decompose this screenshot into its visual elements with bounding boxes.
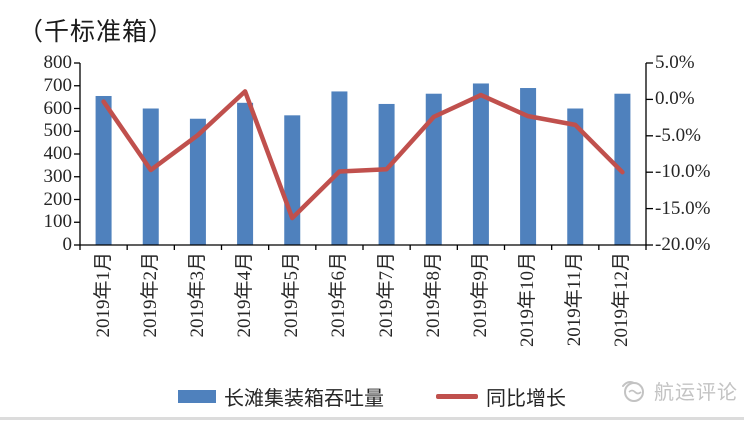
right-tick-label: -10.0%	[655, 161, 711, 183]
x-axis-label: 2019年4月	[234, 252, 256, 338]
x-axis-label: 2019年10月	[517, 252, 539, 348]
bottom-divider-line	[0, 417, 744, 420]
bar-2019年4月	[237, 102, 254, 245]
legend-item-throughput: 长滩集装箱吞吐量	[178, 382, 384, 411]
left-tick-label: 300	[43, 165, 73, 187]
right-tick-label: 5.0%	[655, 52, 695, 73]
bar-series-swatch	[178, 390, 216, 403]
x-axis-label: 2019年1月	[92, 252, 114, 338]
chart-unit-title: （千标准箱）	[18, 19, 175, 46]
left-tick-label: 0	[62, 234, 73, 255]
x-axis-label: 2019年9月	[469, 252, 491, 338]
x-axis-label: 2019年5月	[281, 252, 303, 338]
right-tick-label: -15.0%	[655, 197, 711, 219]
yoy-growth-line	[101, 89, 625, 221]
bar-2019年3月	[189, 118, 206, 245]
legend-label-yoy: 同比增长	[486, 388, 566, 410]
left-tick-label: 100	[43, 211, 73, 233]
bar-2019年11月	[567, 108, 584, 245]
line-series-swatch	[436, 394, 478, 399]
right-tick-label: 0.0%	[655, 88, 695, 110]
right-tick-label: -20.0%	[655, 234, 711, 255]
legend-label-throughput: 长滩集装箱吞吐量	[224, 388, 384, 410]
bar-2019年2月	[142, 108, 159, 245]
bar-2019年5月	[284, 115, 301, 245]
left-tick-label: 200	[43, 188, 73, 210]
x-axis-label: 2019年7月	[375, 252, 397, 338]
x-axis-label: 2019年2月	[139, 252, 161, 338]
x-axis-label: 2019年8月	[422, 252, 444, 338]
x-axis-label: 2019年6月	[328, 252, 350, 338]
right-tick-label: -5.0%	[655, 124, 701, 146]
bar-2019年6月	[331, 91, 348, 245]
bar-2019年1月	[95, 95, 112, 245]
left-tick-label: 400	[43, 143, 73, 164]
left-tick-label: 800	[43, 52, 73, 73]
left-tick-label: 600	[43, 97, 73, 119]
watermark: 航运评论	[620, 376, 738, 405]
x-axis-label: 2019年11月	[564, 252, 586, 347]
bar-2019年7月	[378, 103, 395, 245]
watermark-text: 航运评论	[654, 382, 738, 404]
bar-2019年8月	[425, 93, 442, 246]
bar-2019年9月	[472, 83, 489, 245]
x-axis-label: 2019年12月	[611, 252, 633, 348]
bar-2019年10月	[520, 88, 537, 246]
legend-item-yoy: 同比增长	[436, 382, 566, 411]
left-tick-label: 700	[43, 74, 73, 96]
x-axis-label: 2019年3月	[186, 252, 208, 338]
shipping-review-logo-icon	[622, 380, 644, 402]
left-tick-label: 500	[43, 120, 73, 142]
legend: 长滩集装箱吞吐量 同比增长	[0, 378, 744, 411]
